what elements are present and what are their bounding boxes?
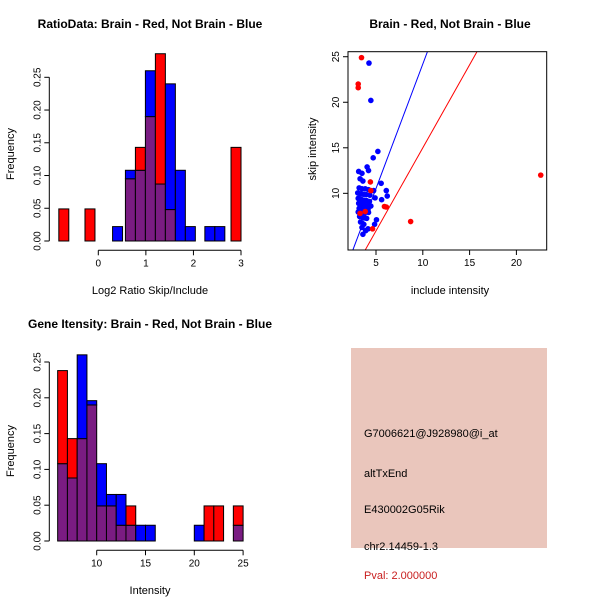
intensity-scatter-canvas: 5 10 15 20 10 15 20 25 xyxy=(331,51,548,269)
gene-intensity-histogram-canvas: 0.00 0.05 0.10 0.15 0.20 0.25 10 15 20 25 xyxy=(32,352,250,569)
svg-text:0.00: 0.00 xyxy=(32,531,43,551)
gene-intensity-histogram-xlabel: Intensity xyxy=(129,585,171,597)
svg-text:0.20: 0.20 xyxy=(32,100,43,120)
svg-text:20: 20 xyxy=(511,258,523,269)
gene-intensity-histogram-panel: 0.00 0.05 0.10 0.15 0.20 0.25 10 15 20 25 Gene It… xyxy=(0,300,300,600)
svg-text:10: 10 xyxy=(91,558,103,569)
svg-text:5: 5 xyxy=(373,258,379,269)
svg-text:10: 10 xyxy=(417,258,429,269)
svg-text:2: 2 xyxy=(191,258,197,269)
svg-text:20: 20 xyxy=(331,96,342,108)
svg-text:0.20: 0.20 xyxy=(32,388,43,408)
intensity-scatter-title: Brain - Red, Not Brain - Blue xyxy=(369,17,531,31)
intensity-scatter-panel: 5 10 15 20 10 15 20 25 Brain - Red, Not Brain -… xyxy=(300,0,600,300)
svg-text:3: 3 xyxy=(238,258,244,269)
pval-text: Pval: 2.000000 xyxy=(364,570,438,582)
svg-text:0.10: 0.10 xyxy=(32,459,43,479)
svg-text:25: 25 xyxy=(238,558,250,569)
svg-text:10: 10 xyxy=(331,187,342,199)
svg-text:0.25: 0.25 xyxy=(32,67,43,87)
svg-text:15: 15 xyxy=(140,558,152,569)
svg-text:0.00: 0.00 xyxy=(32,231,43,251)
ratio-histogram-panel: 0.00 0.05 0.10 0.15 0.20 0.25 0 1 2 3 RatioData: … xyxy=(0,0,300,300)
probe-id-text: G7006621@J928980@i_at xyxy=(364,428,498,440)
ratio-histogram-canvas: 0.00 0.05 0.10 0.15 0.20 0.25 0 1 2 3 xyxy=(32,53,244,269)
svg-text:15: 15 xyxy=(331,142,342,154)
intensity-scatter-xlabel: include intensity xyxy=(410,285,490,297)
svg-text:20: 20 xyxy=(189,558,201,569)
event-type-text: altTxEnd xyxy=(364,468,408,480)
intensity-scatter-ylabel: skip intensity xyxy=(307,117,319,181)
ratio-histogram-ylabel: Frequency xyxy=(5,128,17,180)
ratio-histogram-title: RatioData: Brain - Red, Not Brain - Blue xyxy=(37,17,263,31)
svg-text:0.15: 0.15 xyxy=(32,423,43,443)
svg-text:0.15: 0.15 xyxy=(32,133,43,153)
svg-text:0: 0 xyxy=(96,258,102,269)
svg-text:0.05: 0.05 xyxy=(32,198,43,218)
gene-symbol-text: E430002G05Rik xyxy=(364,504,445,516)
svg-text:0.25: 0.25 xyxy=(32,352,43,372)
location-text: chr2.14459-1.3 xyxy=(364,541,438,553)
gene-intensity-histogram-title: Gene Itensity: Brain - Red, Not Brain - … xyxy=(27,317,273,331)
svg-text:15: 15 xyxy=(464,258,476,269)
gene-info-panel: G7006621@J928980@i_at altTxEnd E430002G0… xyxy=(300,300,600,600)
ratio-histogram-xlabel: Log2 Ratio Skip/Include xyxy=(91,285,209,297)
svg-text:0.05: 0.05 xyxy=(32,495,43,515)
gene-info-box: G7006621@J928980@i_at altTxEnd E430002G0… xyxy=(351,348,547,582)
svg-text:0.10: 0.10 xyxy=(32,165,43,185)
gene-intensity-histogram-ylabel: Frequency xyxy=(5,425,17,477)
svg-text:1: 1 xyxy=(143,258,149,269)
svg-text:25: 25 xyxy=(331,51,342,63)
